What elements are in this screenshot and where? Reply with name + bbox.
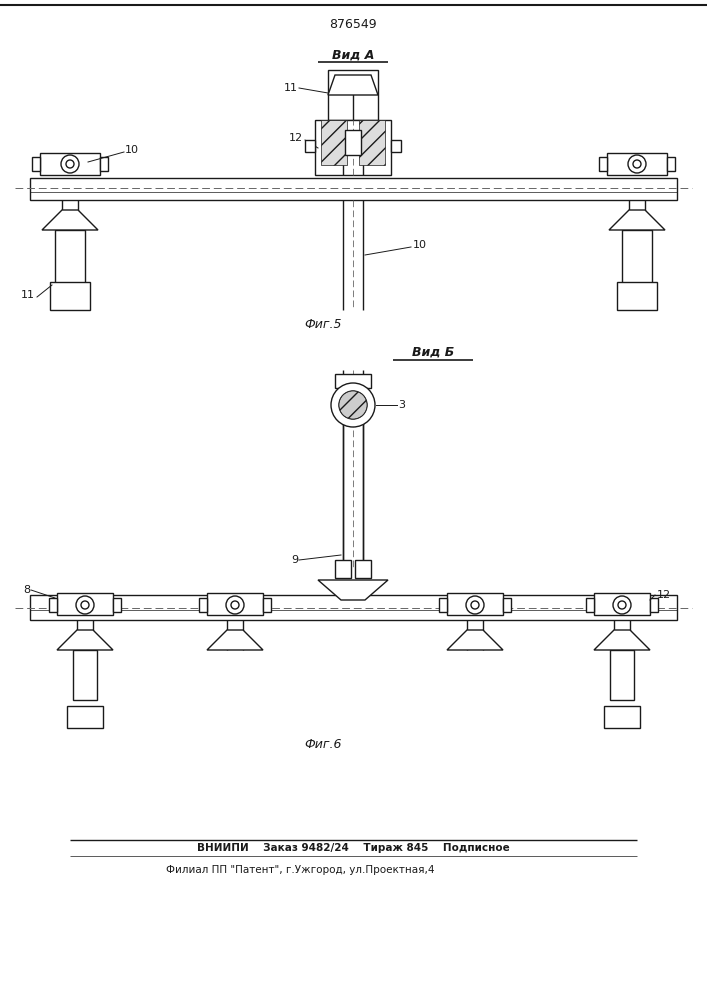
Bar bbox=[604, 706, 640, 728]
Circle shape bbox=[471, 601, 479, 609]
Text: Вид А: Вид А bbox=[332, 48, 374, 62]
Bar bbox=[30, 595, 677, 620]
Circle shape bbox=[76, 596, 94, 614]
Bar bbox=[73, 650, 97, 700]
Bar bbox=[328, 70, 378, 120]
Text: 10: 10 bbox=[125, 145, 139, 155]
Bar bbox=[610, 650, 634, 700]
Text: 9: 9 bbox=[291, 555, 298, 565]
Polygon shape bbox=[594, 630, 650, 650]
Bar bbox=[67, 706, 103, 728]
Text: 12: 12 bbox=[657, 590, 671, 600]
Bar bbox=[503, 598, 511, 612]
Bar bbox=[667, 157, 675, 171]
Bar bbox=[207, 593, 263, 615]
Bar bbox=[321, 120, 347, 165]
Circle shape bbox=[331, 383, 375, 427]
Polygon shape bbox=[609, 210, 665, 230]
Polygon shape bbox=[57, 630, 113, 650]
Circle shape bbox=[61, 155, 79, 173]
Circle shape bbox=[613, 596, 631, 614]
Circle shape bbox=[339, 391, 367, 419]
Text: ВНИИПИ    Заказ 9482/24    Тираж 845    Подписное: ВНИИПИ Заказ 9482/24 Тираж 845 Подписное bbox=[197, 843, 509, 853]
Bar bbox=[355, 560, 371, 578]
Text: Филиал ПП "Патент", г.Ужгород, ул.Проектная,4: Филиал ПП "Патент", г.Ужгород, ул.Проект… bbox=[165, 865, 434, 875]
Bar bbox=[335, 396, 371, 410]
Bar bbox=[100, 157, 108, 171]
Bar bbox=[335, 560, 351, 578]
Circle shape bbox=[231, 601, 239, 609]
Bar bbox=[30, 178, 677, 200]
Bar bbox=[359, 120, 385, 165]
Circle shape bbox=[339, 391, 367, 419]
Text: 11: 11 bbox=[21, 290, 35, 300]
Bar bbox=[57, 593, 113, 615]
Bar bbox=[55, 230, 85, 285]
Bar bbox=[391, 140, 401, 152]
Text: 11: 11 bbox=[284, 83, 298, 93]
Text: Фиг.5: Фиг.5 bbox=[304, 318, 341, 332]
Bar bbox=[315, 120, 391, 175]
Bar bbox=[345, 130, 361, 155]
Bar bbox=[263, 598, 271, 612]
Bar bbox=[113, 598, 121, 612]
Text: 8: 8 bbox=[23, 585, 30, 595]
Bar bbox=[50, 282, 90, 310]
Circle shape bbox=[466, 596, 484, 614]
Bar bbox=[199, 598, 207, 612]
Polygon shape bbox=[42, 210, 98, 230]
Bar bbox=[594, 593, 650, 615]
Bar bbox=[49, 598, 57, 612]
Bar bbox=[617, 282, 657, 310]
Text: Фиг.6: Фиг.6 bbox=[304, 738, 341, 752]
Bar bbox=[447, 593, 503, 615]
Bar bbox=[599, 157, 607, 171]
Circle shape bbox=[226, 596, 244, 614]
Bar bbox=[439, 598, 447, 612]
Circle shape bbox=[66, 160, 74, 168]
Bar bbox=[607, 153, 667, 175]
Text: 10: 10 bbox=[413, 240, 427, 250]
Bar bbox=[650, 598, 658, 612]
Polygon shape bbox=[447, 630, 503, 650]
Bar bbox=[40, 153, 100, 175]
Circle shape bbox=[618, 601, 626, 609]
Polygon shape bbox=[328, 75, 378, 95]
Circle shape bbox=[628, 155, 646, 173]
Bar bbox=[305, 140, 315, 152]
Circle shape bbox=[633, 160, 641, 168]
Bar bbox=[335, 374, 371, 388]
Bar bbox=[586, 598, 594, 612]
Polygon shape bbox=[318, 580, 388, 600]
Bar bbox=[32, 157, 40, 171]
Polygon shape bbox=[207, 630, 263, 650]
Text: Вид Б: Вид Б bbox=[412, 346, 454, 359]
Text: 3: 3 bbox=[398, 400, 405, 410]
Bar bbox=[622, 230, 652, 285]
Circle shape bbox=[81, 601, 89, 609]
Text: 12: 12 bbox=[289, 133, 303, 143]
Text: 876549: 876549 bbox=[329, 18, 377, 31]
